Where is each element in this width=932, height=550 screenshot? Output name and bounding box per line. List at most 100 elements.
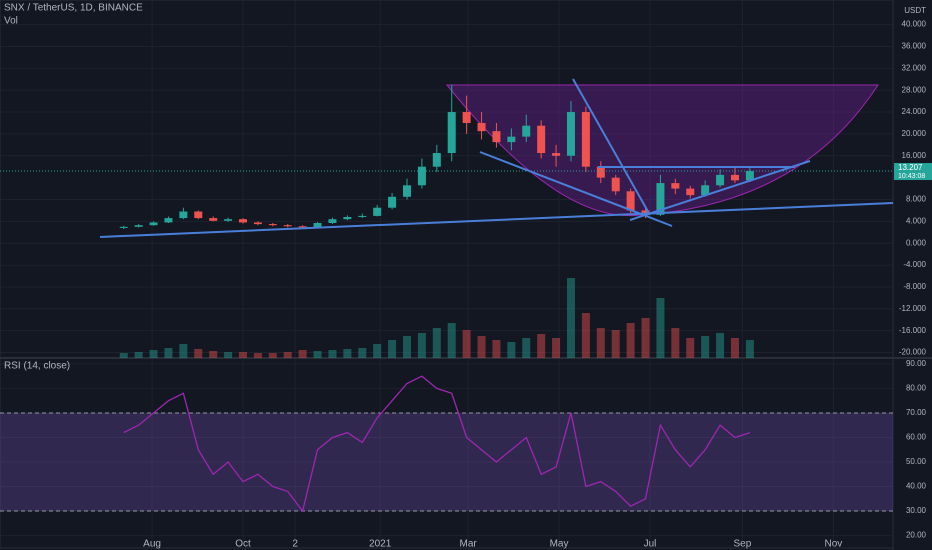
- candle-body: [283, 225, 292, 227]
- y-tick-label: 20.000: [902, 129, 927, 138]
- candle-body: [313, 222, 322, 228]
- candle-body: [164, 218, 173, 223]
- y-tick-label: 50.00: [906, 457, 927, 466]
- volume-bar: [596, 328, 605, 358]
- volume-bar: [358, 348, 367, 358]
- candle-body: [358, 215, 367, 217]
- candle-body: [209, 218, 218, 221]
- volume-bar: [537, 334, 546, 358]
- steep-line: [572, 78, 651, 216]
- chart-title: SNX / TetherUS, 1D, BINANCE: [4, 3, 143, 14]
- y-tick-label: 16.000: [902, 151, 927, 160]
- volume-bar: [402, 336, 411, 358]
- volume-label: Vol: [4, 16, 18, 27]
- volume-bar: [209, 351, 218, 358]
- candle-body: [447, 112, 456, 154]
- marks: [0, 84, 893, 513]
- rsi-line: [123, 375, 751, 513]
- y-tick-label: 36.000: [902, 42, 927, 51]
- volume-bar: [686, 338, 695, 358]
- unit-label: USDT: [904, 6, 926, 15]
- descending-line: [479, 151, 673, 227]
- y-tick-label: 24.000: [902, 107, 927, 116]
- x-tick-label: 2021: [369, 539, 392, 550]
- candle-body: [611, 177, 620, 192]
- rising-line: [629, 160, 811, 221]
- grid: [0, 0, 893, 540]
- volume-bar: [194, 349, 203, 358]
- y-tick-label: -20.000: [899, 348, 927, 357]
- volume-bar: [626, 323, 635, 358]
- volume-bar: [328, 350, 337, 358]
- x-tick-label: Sep: [734, 539, 752, 550]
- x-tick-label: Aug: [143, 539, 161, 550]
- y-tick-label: -8.000: [903, 282, 926, 291]
- rsi-title: RSI (14, close): [4, 361, 70, 372]
- y-tick-label: 90.00: [906, 359, 927, 368]
- candle-body: [119, 226, 128, 228]
- last-price-label: 13.207: [898, 163, 923, 172]
- candle-body: [253, 222, 262, 225]
- y-tick-label: -16.000: [899, 326, 927, 335]
- y-tick-label: 30.00: [906, 506, 927, 515]
- candle-body: [552, 153, 561, 156]
- volume-bar: [417, 333, 426, 358]
- volume-bar: [730, 338, 739, 358]
- volume-bar: [462, 330, 471, 358]
- candle-body: [686, 188, 695, 196]
- y-tick-label: 8.000: [906, 195, 927, 204]
- volume-bar: [298, 350, 307, 358]
- y-tick-label: 80.00: [906, 384, 927, 393]
- volume-bar: [745, 340, 754, 358]
- y-tick-label: -4.000: [903, 260, 926, 269]
- x-tick-label: Jul: [644, 539, 657, 550]
- volume-bar: [507, 342, 516, 358]
- candle-body: [507, 136, 516, 143]
- volume-bar: [447, 323, 456, 358]
- volume-bar: [581, 313, 590, 358]
- candle-body: [239, 219, 248, 223]
- candle-body: [522, 125, 531, 137]
- candle-body: [716, 174, 725, 186]
- countdown-label: 10:43:08: [898, 173, 925, 180]
- candle-body: [298, 226, 307, 228]
- candle-body: [596, 166, 605, 178]
- y-tick-label: 40.00: [906, 482, 927, 491]
- volume-bar: [432, 328, 441, 358]
- volume-bar: [179, 344, 188, 358]
- candle-body: [417, 166, 426, 186]
- candle-body: [626, 191, 635, 211]
- y-tick-label: -12.000: [899, 304, 927, 313]
- volume-bar: [119, 353, 128, 358]
- candle-body: [671, 183, 680, 189]
- volume-bar: [253, 353, 262, 358]
- volume-bar: [373, 344, 382, 358]
- volume-bar: [656, 298, 665, 358]
- volume-bar: [164, 348, 173, 358]
- x-tick-label: Oct: [235, 539, 251, 550]
- volume-bar: [522, 338, 531, 358]
- candle-body: [268, 224, 277, 226]
- volume-bar: [671, 328, 680, 358]
- candle-body: [462, 112, 471, 123]
- candle-body: [477, 122, 486, 132]
- candle-body: [388, 196, 397, 208]
- y-tick-label: 40.000: [902, 20, 927, 29]
- x-tick-label: Mar: [459, 539, 477, 550]
- candle-body: [402, 185, 411, 197]
- volume-bar: [224, 352, 233, 358]
- candle-body: [745, 171, 754, 181]
- volume-bar: [492, 340, 501, 358]
- y-tick-label: 32.000: [902, 63, 927, 72]
- last-price-box: [894, 163, 932, 181]
- x-tick-label: Nov: [824, 539, 842, 550]
- candle-body: [730, 174, 739, 181]
- candle-body: [194, 211, 203, 219]
- y-tick-label: 0.000: [906, 238, 927, 247]
- y-tick-label: 28.000: [902, 85, 927, 94]
- y-tick-label: 20.00: [906, 531, 927, 540]
- candle-body: [581, 112, 590, 167]
- volume-bar: [343, 349, 352, 358]
